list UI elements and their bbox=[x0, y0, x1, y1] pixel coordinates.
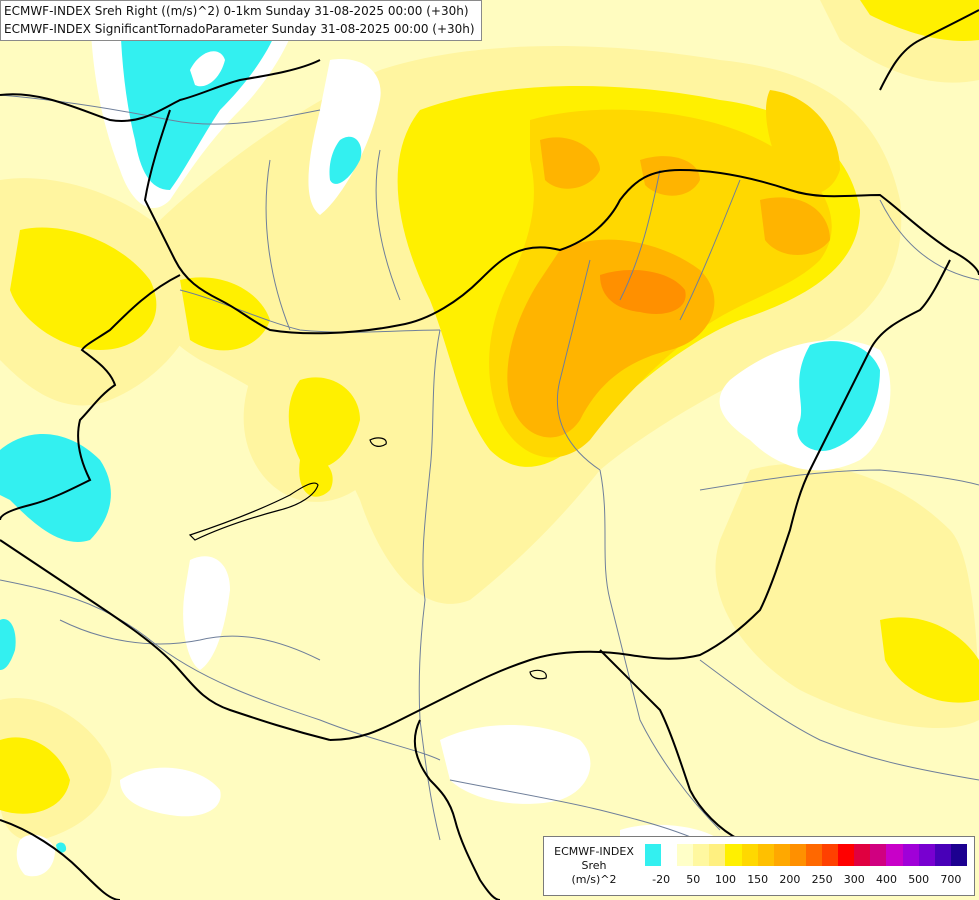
legend-swatch bbox=[854, 844, 871, 866]
legend-tick-label: 200 bbox=[779, 873, 801, 886]
legend-label: ECMWF-INDEX Sreh (m/s)^2 bbox=[548, 845, 640, 887]
country-borders bbox=[0, 9, 979, 900]
sreh-field-max bbox=[600, 270, 686, 314]
legend-swatch bbox=[725, 844, 742, 866]
legend-swatch bbox=[950, 844, 967, 866]
map-title-line-1: ECMWF-INDEX Sreh Right ((m/s)^2) 0-1km S… bbox=[4, 4, 469, 18]
legend-swatch bbox=[886, 844, 903, 866]
legend-tick-labels: -20 50 100 150 200 250 300 400 500 700 bbox=[645, 873, 967, 887]
legend-swatch bbox=[870, 844, 887, 866]
legend-swatch bbox=[805, 844, 823, 866]
legend-tick-label: 50 bbox=[686, 873, 701, 886]
legend-swatch bbox=[741, 844, 758, 866]
legend-swatch bbox=[693, 844, 710, 866]
legend-tick-label: 400 bbox=[876, 873, 897, 886]
legend-tick-label: 300 bbox=[843, 873, 865, 886]
legend-swatch bbox=[677, 844, 694, 866]
legend-swatch bbox=[661, 844, 678, 866]
color-legend: ECMWF-INDEX Sreh (m/s)^2 -20 50 100 150 200 2… bbox=[543, 836, 975, 896]
legend-swatch bbox=[757, 844, 774, 866]
legend-swatch bbox=[709, 844, 726, 866]
map-title-box: ECMWF-INDEX Sreh Right ((m/s)^2) 0-1km S… bbox=[0, 0, 482, 41]
lakes bbox=[188, 437, 547, 680]
legend-swatch bbox=[902, 844, 919, 866]
legend-swatch bbox=[838, 844, 855, 866]
legend-tick-label: 250 bbox=[811, 873, 833, 886]
legend-tick-label: 700 bbox=[940, 873, 962, 886]
legend-swatch bbox=[789, 844, 806, 866]
legend-tick-label: 100 bbox=[715, 873, 736, 886]
legend-swatch bbox=[822, 844, 839, 866]
legend-model: ECMWF-INDEX bbox=[554, 845, 634, 858]
legend-variable: Sreh bbox=[581, 859, 607, 872]
sreh-field-negative bbox=[0, 0, 891, 877]
legend-swatch bbox=[934, 844, 951, 866]
legend-tick-label: -20 bbox=[652, 873, 671, 886]
legend-unit: (m/s)^2 bbox=[571, 873, 617, 886]
legend-color-scale bbox=[645, 844, 967, 866]
legend-tick-label: 500 bbox=[908, 873, 930, 886]
map-title-line-2: ECMWF-INDEX SignificantTornadoParameter … bbox=[4, 22, 475, 36]
legend-tick-label: 150 bbox=[747, 873, 769, 886]
legend-swatch bbox=[918, 844, 935, 866]
legend-swatch bbox=[773, 844, 790, 866]
legend-swatch bbox=[645, 844, 662, 866]
